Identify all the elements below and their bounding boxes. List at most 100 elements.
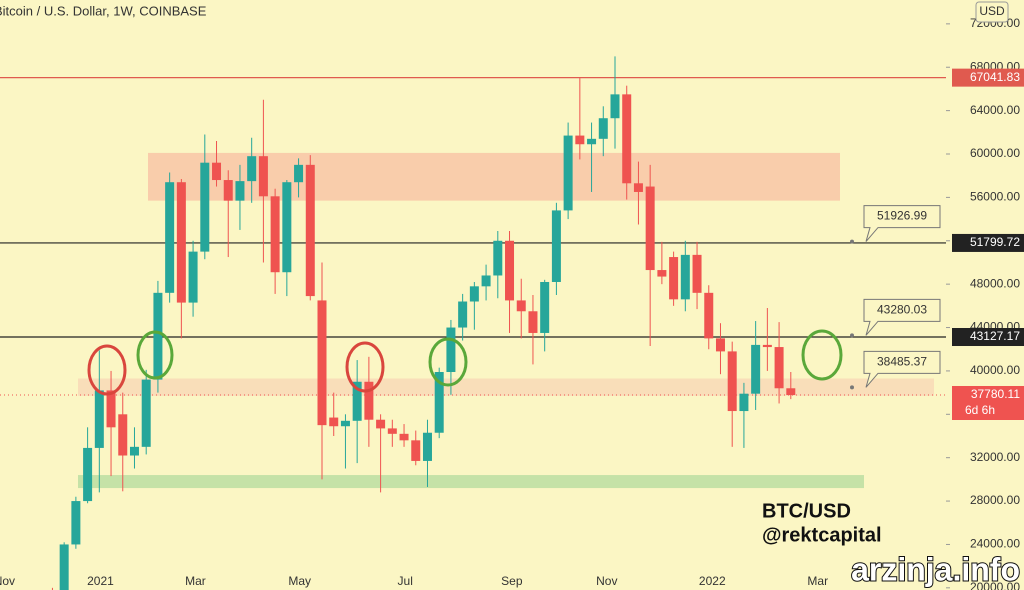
candle-body — [610, 94, 620, 119]
candle-body — [376, 419, 386, 429]
y-tick-label: 28000.00 — [970, 493, 1020, 507]
level-label: 67041.83 — [970, 70, 1020, 84]
last-price-tag — [952, 385, 1024, 420]
candle-body — [715, 338, 725, 352]
level-tag — [952, 68, 1024, 87]
red-circle — [345, 341, 385, 393]
candle-body — [727, 351, 737, 412]
candle-body — [282, 182, 292, 273]
candle-body — [399, 433, 409, 441]
brand: BTC/USD — [762, 500, 851, 522]
currency-button[interactable] — [975, 1, 1009, 23]
candle-body — [692, 254, 702, 293]
y-tick-label: 20000.00 — [970, 580, 1020, 590]
author: @rektcapital — [762, 524, 882, 546]
candle-body — [458, 301, 468, 328]
annotation-circles — [87, 329, 843, 396]
candle-body — [258, 156, 268, 197]
x-tick-label: Mar — [807, 574, 828, 588]
candle-body — [633, 183, 643, 192]
candle-body — [563, 135, 573, 211]
candle-body — [59, 544, 69, 590]
x-tick-label: May — [288, 574, 311, 588]
candle-body — [645, 186, 655, 271]
callouts: 51926.99 43280.03 38485.37 — [850, 205, 941, 390]
callout-label: 43280.03 — [877, 303, 927, 317]
candle-body — [751, 344, 761, 394]
axis: 72000.0068000.0064000.0060000.0056000.00… — [946, 16, 1024, 590]
y-tick-label: 56000.00 — [970, 190, 1020, 204]
callout-label: 38485.37 — [877, 355, 927, 369]
candle-body — [212, 162, 222, 181]
candle-body — [762, 344, 772, 348]
y-tick-label: 64000.00 — [970, 103, 1020, 117]
candle-body — [141, 379, 151, 447]
candle-body — [551, 210, 561, 282]
chart-title: Bitcoin / U.S. Dollar, 1W, COINBASE — [0, 3, 207, 18]
candle-body — [387, 428, 397, 434]
y-tick-label: 48000.00 — [970, 276, 1020, 290]
candle-body — [118, 414, 128, 456]
candle-body — [786, 388, 796, 395]
callout-box — [863, 350, 941, 388]
candle-body — [598, 118, 608, 139]
candle-body — [188, 251, 198, 303]
x-tick-label: Sep — [501, 574, 523, 588]
candle-body — [352, 381, 362, 421]
candle-body — [176, 182, 186, 303]
green-circle — [801, 329, 843, 381]
level-label: 51799.72 — [970, 235, 1020, 249]
level-label: 43127.17 — [970, 329, 1020, 343]
x-tick-label: 2021 — [87, 574, 114, 588]
watermark: arzinja.info — [851, 551, 1020, 587]
callout-point — [850, 239, 854, 244]
candle-body — [294, 164, 304, 183]
candle-body — [200, 162, 210, 252]
price-axis — [946, 0, 1024, 590]
candle-body — [94, 390, 104, 448]
callout-point — [850, 385, 854, 390]
candle-body — [516, 300, 526, 312]
x-tick-label: Nov — [0, 574, 15, 588]
green-circle — [136, 330, 174, 380]
candle-body — [680, 254, 690, 300]
candle-body — [153, 292, 163, 380]
candle-body — [364, 381, 374, 420]
x-tick-label: 2022 — [699, 574, 726, 588]
candle-body — [434, 372, 444, 433]
candle-body — [106, 390, 116, 428]
candle-body — [540, 281, 550, 333]
candle-body — [446, 327, 456, 373]
x-tick-label: Mar — [185, 574, 206, 588]
candle-body — [505, 240, 515, 301]
callout-label: 51926.99 — [877, 209, 927, 223]
candle-body — [739, 393, 749, 412]
candle-body — [71, 501, 81, 545]
candle-body — [657, 270, 667, 277]
currency[interactable]: USD — [979, 4, 1005, 18]
x-tick-label: Jul — [398, 574, 413, 588]
x-tick-label: Nov — [596, 574, 617, 588]
level-tag — [952, 233, 1024, 252]
candle-body — [83, 447, 93, 502]
candle-body — [329, 417, 339, 427]
candle-body — [411, 440, 421, 461]
candle-body — [493, 240, 503, 276]
candle-body — [317, 300, 327, 426]
candle-body — [669, 257, 679, 300]
y-tick-label: 32000.00 — [970, 450, 1020, 464]
candle-body — [247, 156, 257, 182]
y-tick-label: 24000.00 — [970, 537, 1020, 551]
candle-body — [422, 432, 432, 461]
candle-body — [223, 180, 233, 201]
zone — [78, 475, 864, 489]
y-tick-label: 60000.00 — [970, 146, 1020, 160]
candles — [51, 56, 796, 590]
callout-box — [863, 205, 941, 242]
level-tag — [952, 328, 1024, 347]
candle-body — [305, 164, 315, 297]
callout-box — [863, 298, 941, 336]
candle-body — [622, 94, 632, 184]
candle-body — [165, 182, 175, 293]
